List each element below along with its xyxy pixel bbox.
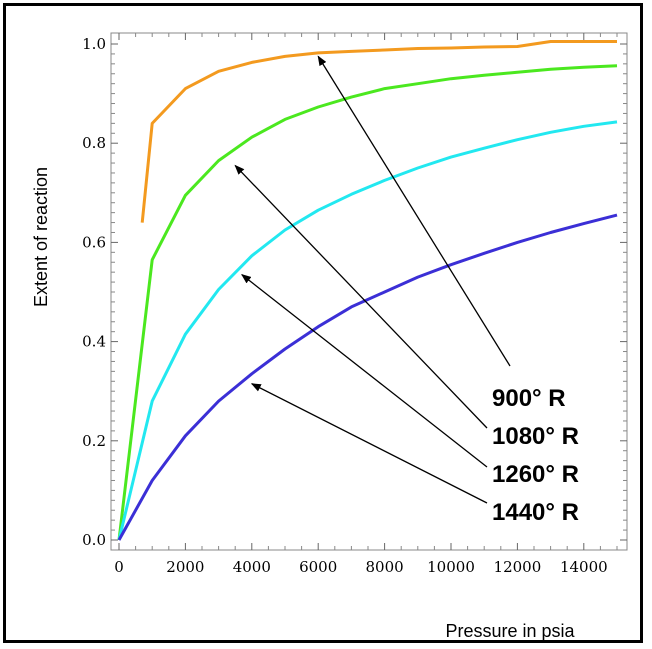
x-tick-label: 6000 — [299, 558, 337, 576]
annotation-arrow — [250, 383, 488, 504]
y-tick-label: 1.0 — [82, 35, 106, 53]
series-line-2 — [117, 64, 618, 541]
annotation-arrow — [241, 274, 488, 468]
x-tick-label: 10000 — [427, 558, 475, 576]
annotation-arrow — [234, 164, 488, 429]
x-tick-label: 4000 — [233, 558, 271, 576]
series-line-1 — [140, 40, 617, 223]
x-tick-label: 14000 — [560, 558, 608, 576]
y-tick-label: 0.4 — [82, 333, 106, 351]
annotation-arrow — [317, 55, 511, 367]
annotation-label: 1260° R — [492, 461, 579, 488]
annotation-label: 1440° R — [492, 499, 579, 526]
y-axis-title: Extent of reaction — [31, 167, 51, 307]
y-tick-label: 0.6 — [82, 233, 106, 251]
x-tick-label: 2000 — [166, 558, 204, 576]
x-tick-label: 8000 — [366, 558, 404, 576]
annotation-label: 900° R — [492, 385, 566, 412]
annotation-label: 1080° R — [492, 423, 579, 450]
y-tick-label: 0.0 — [82, 531, 106, 549]
x-tick-label: 12000 — [494, 558, 542, 576]
x-axis-title: Pressure in psia — [445, 621, 575, 641]
series-line-3 — [117, 120, 618, 541]
y-tick-label: 0.8 — [82, 134, 106, 152]
series-line-4 — [117, 213, 618, 541]
x-tick-label: 0 — [114, 558, 124, 576]
y-tick-label: 0.2 — [82, 432, 106, 450]
